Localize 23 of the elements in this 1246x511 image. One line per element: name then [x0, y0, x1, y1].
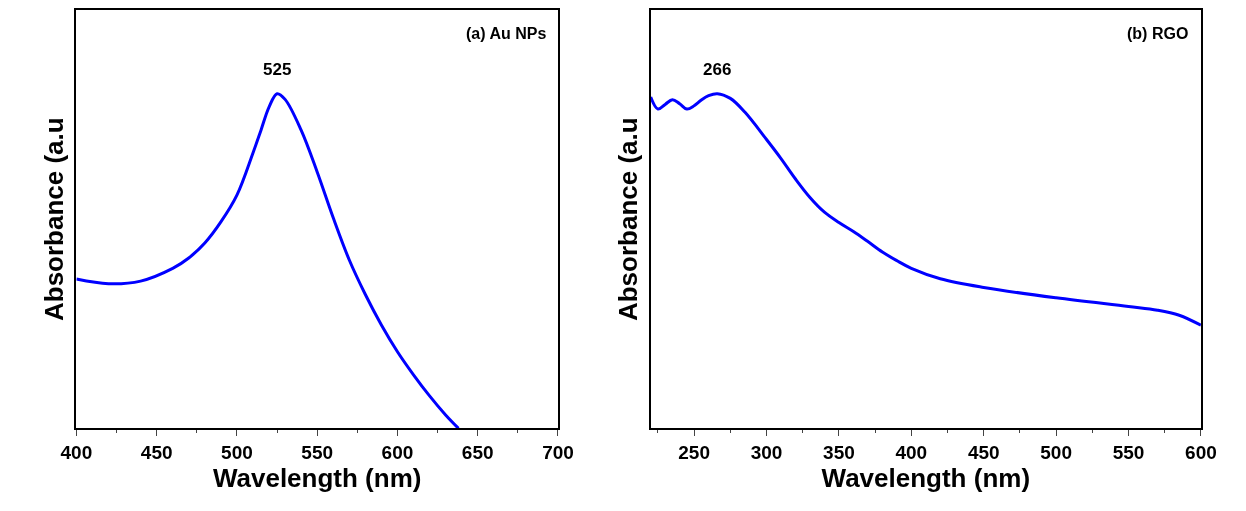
x-tick-label: 700	[542, 441, 574, 463]
x-tick-label: 600	[1185, 441, 1217, 463]
y-axis-title: Absorbance (a.u	[612, 117, 643, 322]
x-tick-label: 250	[678, 441, 710, 463]
y-axis-title: Absorbance (a.u	[38, 117, 69, 322]
x-tick-label: 350	[823, 441, 855, 463]
text: (a) Au NPs	[466, 25, 547, 42]
x-tick-label: 550	[301, 441, 334, 463]
x-axis-title: Wavelength (nm)	[212, 462, 422, 493]
x-tick-label: 450	[140, 441, 173, 463]
annotation: 266	[703, 60, 732, 79]
x-tick-label: 500	[1040, 441, 1072, 463]
x-tick-label: 500	[221, 441, 253, 463]
x-tick-label: 550	[1112, 441, 1145, 463]
x-tick-label: 400	[60, 441, 93, 463]
x-tick-label: 650	[461, 441, 494, 463]
x-tick-label: 400	[895, 441, 928, 463]
x-tick-label: 600	[381, 441, 414, 463]
x-tick-label: 300	[750, 441, 783, 463]
text: (b) RGO	[1127, 25, 1189, 42]
annotation: 525	[263, 60, 292, 79]
x-axis-title: Wavelength (nm)	[821, 462, 1031, 493]
x-tick-label: 450	[967, 441, 1000, 463]
